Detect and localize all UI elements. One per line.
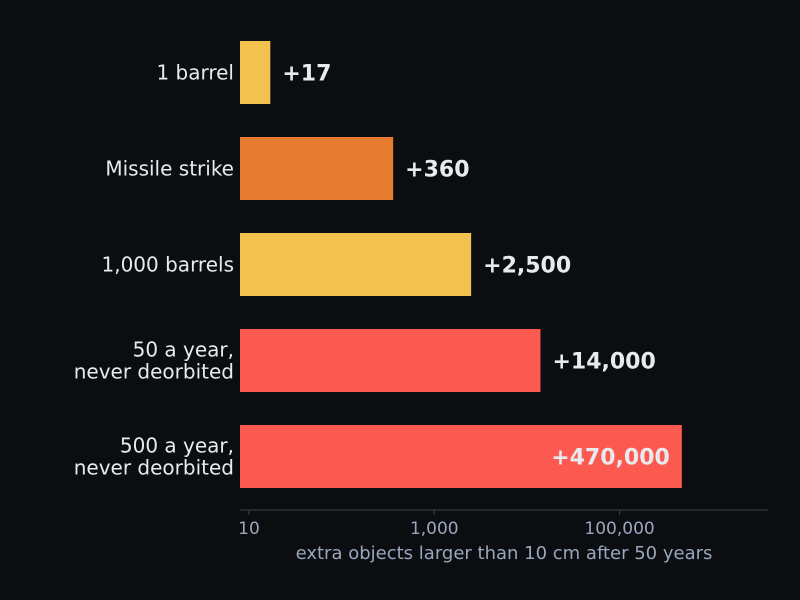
x-tick-label-2: 1,000 bbox=[410, 519, 459, 539]
x-tick-label-1: 10 bbox=[238, 519, 260, 539]
category-label-3: 1,000 barrels bbox=[102, 253, 235, 277]
value-label-4: +14,000 bbox=[552, 350, 655, 375]
value-label-2: +360 bbox=[405, 158, 469, 183]
value-label-5: +470,000 bbox=[551, 446, 670, 471]
bar-2 bbox=[240, 137, 394, 200]
value-label-3: +2,500 bbox=[483, 254, 571, 279]
category-label-4-line-2: never deorbited bbox=[74, 360, 234, 384]
bar-4 bbox=[240, 329, 541, 392]
category-label-1: 1 barrel bbox=[156, 61, 234, 85]
bar-5 bbox=[240, 425, 682, 488]
value-label-1: +17 bbox=[282, 62, 331, 87]
x-tick-label-3: 100,000 bbox=[584, 519, 654, 539]
bar-1 bbox=[240, 41, 271, 104]
category-label-2: Missile strike bbox=[105, 157, 234, 181]
category-label-5-line-2: never deorbited bbox=[74, 456, 234, 480]
category-label-5-line-1: 500 a year, bbox=[120, 434, 234, 458]
category-label-4-line-1: 50 a year, bbox=[133, 338, 234, 362]
bar-3 bbox=[240, 233, 472, 296]
x-axis-title: extra objects larger than 10 cm after 50… bbox=[296, 543, 713, 564]
